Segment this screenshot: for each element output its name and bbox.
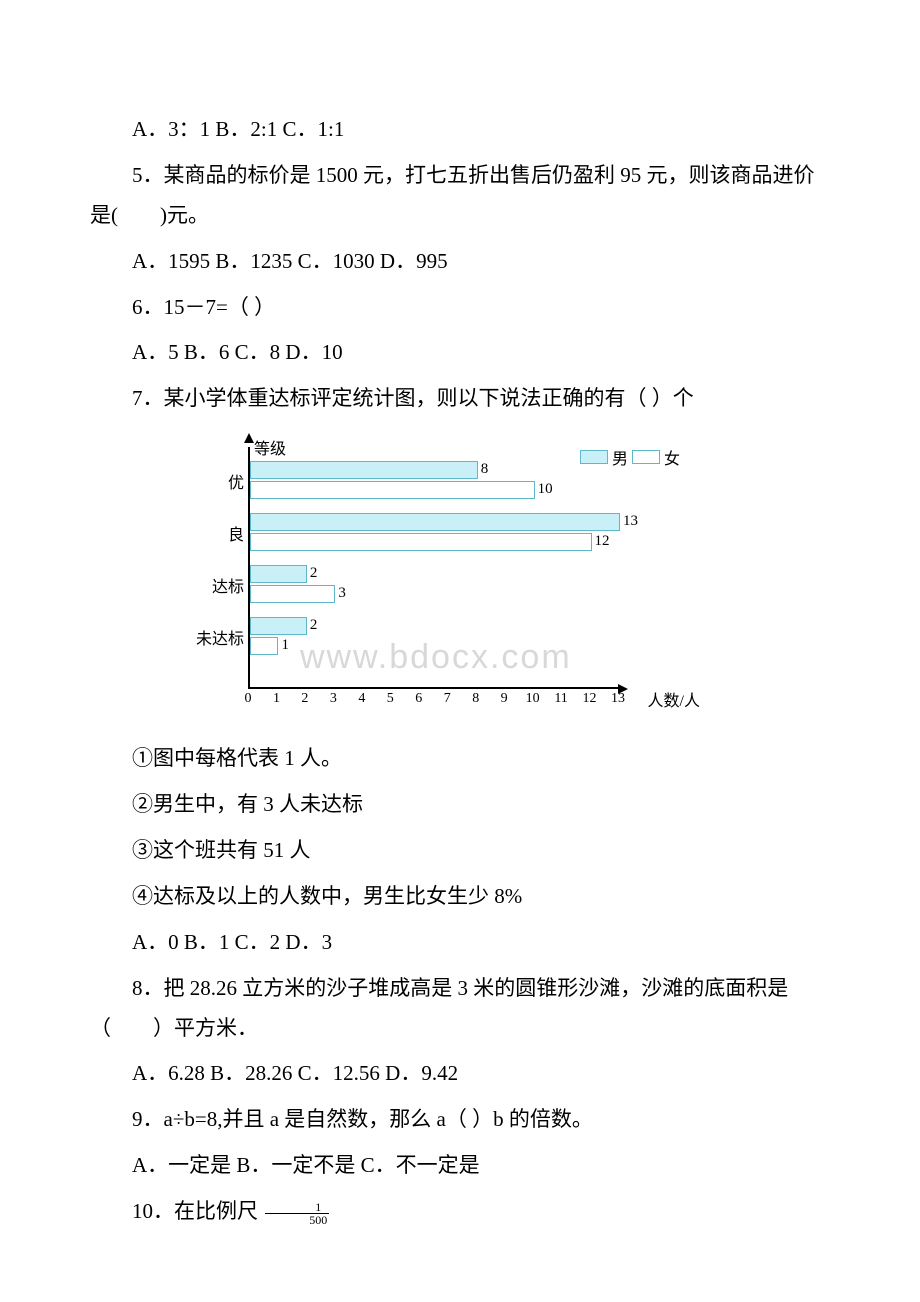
q7-stmt-3: ③这个班共有 51 人 <box>90 831 830 871</box>
chart-plot-area: 优 8 10 良 13 12 达标 2 3 未达标 2 1 <box>248 447 620 689</box>
x-tick: 1 <box>273 691 280 707</box>
bar-you-female: 10 <box>250 481 535 499</box>
x-tick: 8 <box>472 691 479 707</box>
bar-val: 2 <box>306 565 318 582</box>
q8-options: A．6.28 B．28.26 C．12.56 D．9.42 <box>90 1054 830 1094</box>
q10-prefix: 10．在比例尺 <box>132 1199 258 1223</box>
cat-label-liang: 良 <box>194 521 250 545</box>
q4-options: A．3：1 B．2:1 C．1:1 <box>90 110 830 150</box>
x-tick: 0 <box>245 691 252 707</box>
bar-dabiao-male: 2 <box>250 565 307 583</box>
q7-options: A．0 B．1 C．2 D．3 <box>90 923 830 963</box>
x-tick: 7 <box>444 691 451 707</box>
bar-val: 1 <box>277 637 289 654</box>
q8-text: 8．把 28.26 立方米的沙子堆成高是 3 米的圆锥形沙滩，沙滩的底面积是（ … <box>90 969 830 1049</box>
q10-text: 10．在比例尺 1 500 <box>90 1192 830 1232</box>
y-axis-arrow-icon <box>244 433 254 443</box>
x-tick: 10 <box>526 691 540 707</box>
q7-stmt-1: ①图中每格代表 1 人。 <box>90 739 830 779</box>
q7-stmt-2: ②男生中，有 3 人未达标 <box>90 785 830 825</box>
bar-liang-female: 12 <box>250 533 592 551</box>
q9-text: 9．a÷b=8,并且 a 是自然数，那么 a（ ）b 的倍数。 <box>90 1100 830 1140</box>
x-tick: 2 <box>301 691 308 707</box>
bar-val: 3 <box>334 585 346 602</box>
x-tick: 13 <box>611 691 625 707</box>
q5-text: 5．某商品的标价是 1500 元，打七五折出售后仍盈利 95 元，则该商品进价是… <box>90 156 830 236</box>
bar-weidabiao-female: 1 <box>250 637 278 655</box>
bar-val: 10 <box>534 481 553 498</box>
x-tick: 11 <box>554 691 567 707</box>
bar-val: 13 <box>619 513 638 530</box>
cat-label-dabiao: 达标 <box>194 573 250 597</box>
x-tick: 6 <box>415 691 422 707</box>
cat-label-weidabiao: 未达标 <box>194 625 250 649</box>
legend-swatch-female <box>632 450 660 464</box>
x-tick: 5 <box>387 691 394 707</box>
q7-stmt-4: ④达标及以上的人数中，男生比女生少 8% <box>90 877 830 917</box>
x-tick: 12 <box>583 691 597 707</box>
x-axis-ticks: 012345678910111213 <box>248 691 620 711</box>
bar-liang-male: 13 <box>250 513 620 531</box>
q5-options: A．1595 B．1235 C．1030 D．995 <box>90 242 830 282</box>
fraction-denominator: 500 <box>265 1214 329 1226</box>
q9-options: A．一定是 B．一定不是 C．不一定是 <box>90 1146 830 1186</box>
x-tick: 3 <box>330 691 337 707</box>
bar-dabiao-female: 3 <box>250 585 335 603</box>
cat-label-you: 优 <box>194 469 250 493</box>
weight-standard-chart: 等级 男 女 优 8 10 良 13 12 达标 2 3 未达标 2 1 www… <box>190 439 750 719</box>
x-tick: 9 <box>501 691 508 707</box>
bar-val: 2 <box>306 617 318 634</box>
bar-you-male: 8 <box>250 461 478 479</box>
q6-text: 6．15－7=（ ） <box>90 288 830 328</box>
bar-weidabiao-male: 2 <box>250 617 307 635</box>
q7-text: 7．某小学体重达标评定统计图，则以下说法正确的有（ ）个 <box>90 379 830 419</box>
x-tick: 4 <box>358 691 365 707</box>
fraction-numerator: 1 <box>265 1201 329 1214</box>
bar-val: 8 <box>477 461 489 478</box>
bar-val: 12 <box>591 533 610 550</box>
q10-fraction: 1 500 <box>265 1201 329 1226</box>
x-axis-title: 人数/人 <box>648 687 700 711</box>
legend-label-female: 女 <box>664 445 680 469</box>
q6-options: A．5 B．6 C．8 D．10 <box>90 333 830 373</box>
